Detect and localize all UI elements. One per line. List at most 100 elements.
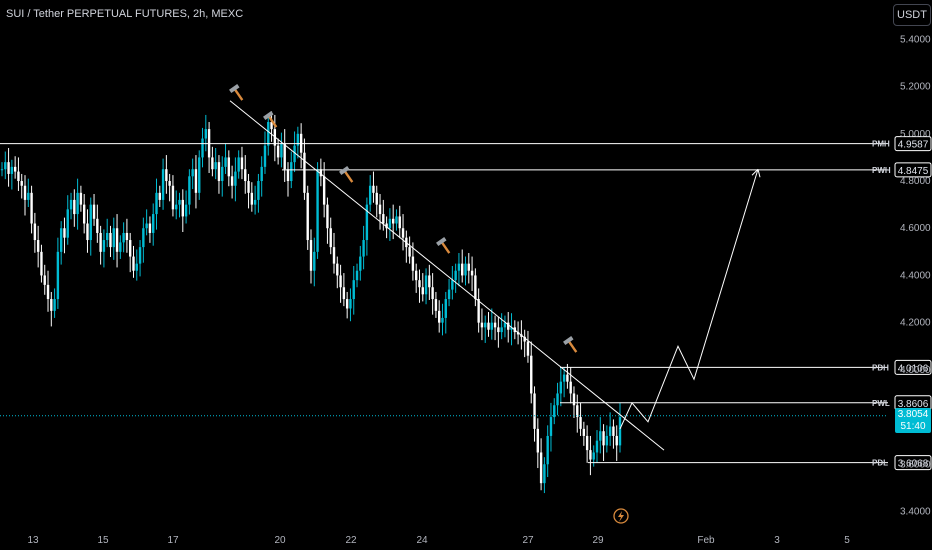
lightning-icon — [613, 508, 629, 524]
level-label-pdl: PDL — [872, 459, 888, 468]
candle-body — [526, 341, 530, 356]
level-price-value: 3.6068 — [898, 459, 929, 470]
candle-body — [13, 166, 17, 172]
hammer-icon — [263, 111, 278, 128]
candle-body — [194, 169, 198, 193]
candle-body — [487, 322, 490, 330]
candle-body — [267, 122, 270, 146]
candle-body — [326, 204, 329, 229]
price-tick-label: 4.0000 — [900, 365, 931, 376]
candle-body — [375, 192, 378, 205]
candle-body — [152, 214, 155, 233]
candle-body — [290, 162, 293, 182]
candle-body — [122, 232, 125, 243]
candle-body — [59, 228, 63, 252]
candle-body — [86, 223, 89, 241]
candle-body — [418, 280, 421, 288]
candle-body — [355, 270, 359, 281]
candle-body — [464, 263, 467, 276]
candle-body — [129, 240, 132, 257]
candle-body — [96, 218, 99, 233]
candle-body — [385, 223, 388, 229]
currency-button[interactable]: USDT — [893, 4, 931, 26]
hammer-head — [229, 84, 240, 94]
level-price-value: 3.8606 — [898, 399, 929, 410]
level-label-pwl: PWL — [872, 399, 890, 408]
candle-body — [414, 270, 418, 281]
candle-body — [76, 192, 79, 215]
candle-body — [424, 275, 428, 295]
time-tick-label: 15 — [97, 535, 109, 546]
candle-body — [257, 181, 260, 200]
candle-body — [391, 218, 395, 224]
candle-body — [158, 192, 161, 200]
candle-body — [438, 310, 441, 323]
hammer-icon — [229, 84, 244, 101]
candle-body — [589, 450, 592, 460]
candle-body — [175, 204, 178, 210]
candle-body — [536, 428, 540, 453]
current-price-tag: 3.8054 51:40 — [895, 407, 931, 433]
price-tick-label: 4.8000 — [900, 176, 931, 187]
hammer-icon — [563, 336, 578, 353]
candle-body — [421, 287, 424, 295]
candles-layer — [0, 111, 622, 494]
candle-body — [99, 232, 102, 252]
candle-body — [556, 393, 559, 406]
candle-body — [27, 192, 30, 200]
candle-body — [234, 171, 237, 186]
candle-body — [286, 169, 290, 182]
candle-body — [322, 176, 326, 205]
level-price-tag — [894, 162, 932, 178]
time-axis: 13 15 17 20 22 24 27 29 Feb 3 5 — [27, 535, 850, 546]
candle-body — [293, 145, 296, 163]
candle-body — [240, 157, 244, 170]
candle-body — [69, 199, 73, 210]
hammer-handle — [343, 170, 354, 183]
candle-body — [132, 256, 135, 271]
candle-body — [572, 393, 576, 406]
candle-body — [503, 322, 507, 328]
price-axis: 5.4000 5.2000 5.0000 4.8000 4.6000 4.4000 4.20… — [900, 34, 931, 517]
level-label-pwh: PWH — [872, 166, 891, 175]
candle-body — [395, 216, 398, 224]
candle-body — [316, 169, 319, 252]
candle-body — [339, 275, 342, 288]
candle-body — [467, 263, 470, 271]
hammer-head — [436, 237, 447, 247]
candle-body — [178, 199, 181, 205]
candle-body — [296, 133, 300, 146]
candle-body — [441, 317, 444, 323]
time-tick-label: 24 — [416, 535, 428, 546]
candle-body — [201, 138, 204, 158]
candle-body — [73, 199, 76, 215]
candle-body — [36, 240, 40, 252]
candle-body — [155, 192, 158, 215]
candle-body — [444, 299, 447, 318]
candle-body — [66, 209, 69, 238]
candle-body — [595, 440, 599, 453]
hammer-head — [339, 166, 350, 176]
hammer-handle — [440, 241, 451, 254]
candle-body — [211, 157, 214, 170]
candle-body — [569, 381, 572, 394]
candle-body — [263, 145, 267, 167]
candle-body — [605, 435, 609, 446]
candle-body — [43, 275, 46, 285]
candle-body — [217, 162, 221, 182]
candle-body — [592, 452, 595, 460]
candle-body — [477, 299, 480, 323]
candle-body — [497, 327, 500, 333]
candle-body — [260, 166, 263, 182]
level-price-value: 4.0106 — [898, 363, 929, 374]
time-tick-label: 3 — [774, 535, 780, 546]
candle-body — [342, 287, 346, 300]
level-price-tag — [894, 455, 932, 471]
candle-body — [109, 232, 112, 248]
projection-arrowhead — [751, 168, 761, 178]
price-tick-label: 4.6000 — [900, 223, 931, 234]
candle-body — [454, 270, 457, 281]
candle-body — [507, 322, 510, 330]
level-label-pmh: PMH — [872, 140, 890, 149]
